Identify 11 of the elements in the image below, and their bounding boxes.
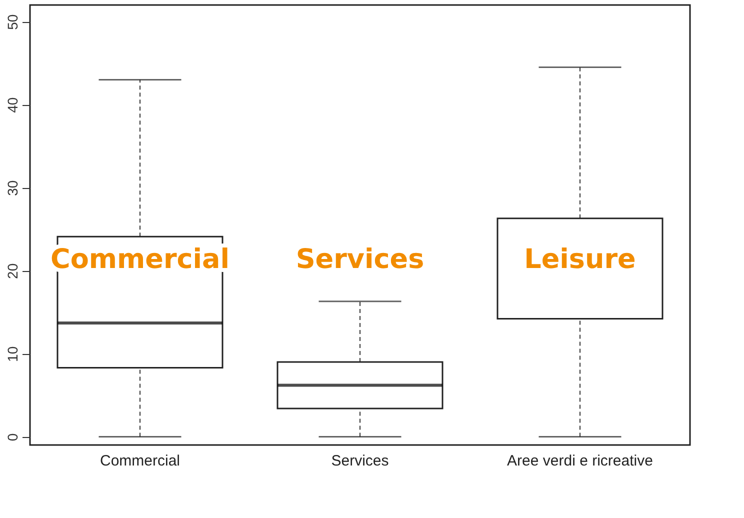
y-tick-label: 50 — [4, 14, 20, 30]
annotation: Leisure — [524, 244, 636, 276]
y-tick-label: 40 — [4, 97, 20, 113]
annotation: Services — [296, 244, 424, 276]
x-tick-label: Commercial — [100, 452, 180, 470]
y-tick-label: 0 — [4, 433, 20, 442]
y-tick-label: 10 — [4, 346, 20, 362]
y-tick-label: 20 — [4, 263, 20, 279]
x-tick-label: Services — [331, 452, 389, 470]
y-tick-label: 30 — [4, 180, 20, 196]
x-tick-label: Aree verdi e ricreative — [507, 452, 653, 470]
